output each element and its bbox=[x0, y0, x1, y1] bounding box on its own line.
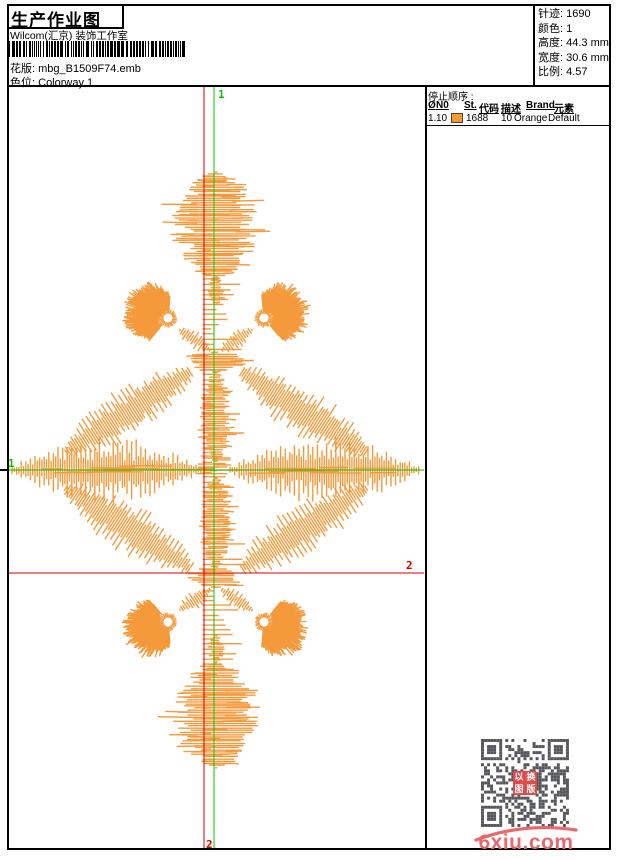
end-label-right: 2 bbox=[406, 559, 413, 572]
col-code: 代码 bbox=[479, 104, 499, 115]
barcode bbox=[9, 41, 185, 57]
stop-sequence-table: 停止顺序 : Ø N0 St. 代码 描述 Brand 元素 1. 10 168… bbox=[426, 86, 611, 126]
cell-code: 10 bbox=[501, 113, 513, 124]
stat-scale: 比例: 4.57 bbox=[538, 66, 588, 78]
start-label-left: 1 bbox=[8, 457, 15, 470]
cell-brand: Default bbox=[548, 113, 580, 124]
col-hash: Ø bbox=[428, 100, 436, 111]
pattern-file-line: 花版: mbg_B1509F74.emb bbox=[10, 60, 141, 76]
colorway-label: 色位: bbox=[10, 77, 36, 89]
center-alignment-tick bbox=[0, 469, 8, 471]
cell-st: 1688 bbox=[466, 113, 489, 124]
pattern-label: 花版: bbox=[10, 63, 36, 75]
page-border bbox=[7, 4, 611, 850]
col-desc: 描述 bbox=[501, 104, 521, 115]
cell-n0: 10 bbox=[436, 113, 448, 124]
cell-index: 1. bbox=[428, 113, 437, 124]
cell-desc: Orange bbox=[514, 113, 548, 124]
header-divider bbox=[533, 4, 535, 86]
qr-code bbox=[481, 739, 569, 827]
colorway-value: Colorway 1 bbox=[38, 77, 94, 89]
design-stats: 针迹: 1690 颜色: 1 高度: 44.3 mm 宽度: 30.6 mm 比… bbox=[538, 7, 609, 80]
stat-width: 宽度: 30.6 mm bbox=[538, 51, 609, 64]
guide-lines bbox=[8, 87, 424, 850]
thread-color-swatch bbox=[451, 113, 463, 123]
stat-colors: 颜色: 1 bbox=[538, 22, 573, 35]
start-label-top: 1 bbox=[218, 88, 225, 101]
page-title: 生产作业图 bbox=[11, 11, 101, 30]
design-panel-divider bbox=[425, 86, 427, 850]
header-bottom-rule bbox=[7, 85, 611, 87]
watermark-swoosh bbox=[474, 825, 578, 842]
stat-height: 高度: 44.3 mm bbox=[538, 37, 609, 49]
watermark-site: 6xiu.com bbox=[478, 831, 574, 854]
title-box bbox=[7, 4, 124, 29]
col-brand: Brand bbox=[526, 100, 555, 111]
studio-name: Wilcom(汇京) 装饰工作室 bbox=[10, 30, 128, 42]
col-n0: N0 bbox=[436, 100, 449, 111]
qr-center-logo: 以换图版 bbox=[513, 771, 537, 795]
end-label-bottom: 2 bbox=[206, 838, 213, 851]
table-bottom-rule bbox=[426, 125, 611, 126]
stat-stitches: 针迹: 1690 bbox=[538, 8, 591, 20]
colorway-line: 色位: Colorway 1 bbox=[10, 74, 93, 90]
col-st: St. bbox=[464, 100, 477, 111]
col-element: 元素 bbox=[554, 104, 574, 115]
stop-sequence-title: 停止顺序 : bbox=[428, 92, 474, 103]
pattern-value: mbg_B1509F74.emb bbox=[38, 63, 141, 75]
